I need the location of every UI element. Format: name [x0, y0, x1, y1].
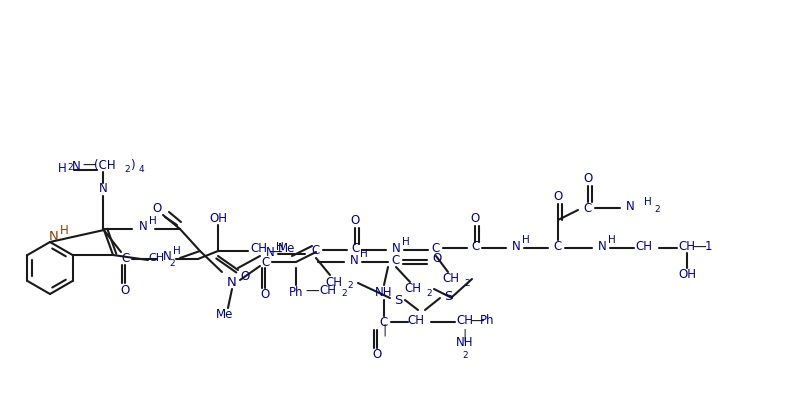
Text: CH: CH: [635, 240, 653, 252]
Text: CH: CH: [443, 273, 460, 285]
Text: O: O: [553, 190, 563, 204]
Text: S: S: [394, 294, 402, 306]
Text: CH: CH: [148, 253, 164, 263]
Text: Me: Me: [278, 242, 296, 256]
Text: —: —: [470, 315, 484, 329]
Text: 2: 2: [347, 282, 353, 290]
Text: C: C: [432, 242, 440, 254]
Text: H: H: [149, 216, 157, 226]
Text: CH: CH: [325, 275, 343, 289]
Text: 2: 2: [341, 290, 347, 299]
Text: H: H: [360, 249, 368, 259]
Text: H: H: [60, 225, 68, 237]
Text: 2: 2: [68, 164, 73, 173]
Text: S: S: [444, 290, 452, 302]
Text: Me: Me: [216, 309, 234, 321]
Text: C: C: [261, 256, 270, 268]
Text: |: |: [382, 323, 386, 337]
Text: CH: CH: [405, 282, 421, 295]
Text: H: H: [644, 197, 652, 207]
Text: (CH: (CH: [94, 159, 116, 173]
Text: 2: 2: [169, 259, 175, 268]
Text: N: N: [350, 254, 359, 266]
Text: CH: CH: [250, 242, 267, 256]
Text: O: O: [584, 173, 592, 185]
Text: C: C: [554, 240, 562, 252]
Text: Ph: Ph: [289, 285, 303, 299]
Text: 2: 2: [654, 206, 660, 214]
Text: N: N: [163, 251, 172, 263]
Text: O: O: [432, 252, 442, 264]
Text: OH: OH: [209, 211, 227, 225]
Text: 2: 2: [462, 351, 467, 361]
Text: H: H: [173, 246, 181, 256]
Text: O: O: [120, 283, 130, 297]
Text: NH: NH: [375, 287, 393, 299]
Text: O: O: [261, 289, 270, 301]
Text: 2: 2: [124, 166, 130, 175]
Text: H: H: [402, 237, 410, 247]
Text: N: N: [72, 159, 80, 173]
Text: C: C: [121, 252, 129, 266]
Text: —: —: [692, 241, 706, 255]
Text: 4: 4: [138, 166, 144, 175]
Text: —: —: [82, 159, 96, 173]
Text: C: C: [351, 242, 359, 254]
Text: N: N: [227, 275, 237, 289]
Text: ): ): [130, 159, 134, 173]
Text: C: C: [312, 244, 320, 256]
Text: O: O: [240, 270, 250, 282]
Text: Ph: Ph: [479, 313, 494, 327]
Text: O: O: [153, 202, 161, 214]
Text: C: C: [392, 254, 400, 266]
Text: 2: 2: [464, 278, 470, 287]
Text: C: C: [471, 240, 479, 252]
Text: C: C: [380, 316, 388, 328]
Text: NH: NH: [456, 337, 474, 349]
Text: H: H: [608, 235, 616, 245]
Text: N: N: [512, 240, 521, 252]
Text: N: N: [266, 247, 274, 259]
Text: N: N: [392, 242, 401, 254]
Text: O: O: [471, 213, 479, 225]
Text: O: O: [351, 214, 359, 228]
Text: H: H: [522, 235, 530, 245]
Text: 1: 1: [704, 240, 712, 252]
Text: CH: CH: [456, 313, 474, 327]
Text: N: N: [626, 199, 634, 213]
Text: N: N: [138, 221, 147, 233]
Text: |: |: [463, 328, 467, 342]
Text: CH: CH: [320, 283, 336, 297]
Text: CH: CH: [408, 313, 425, 327]
Text: C: C: [584, 202, 592, 214]
Text: 2: 2: [426, 289, 432, 297]
Text: N: N: [99, 183, 107, 195]
Text: OH: OH: [678, 268, 696, 282]
Text: H: H: [276, 242, 284, 252]
Text: CH: CH: [678, 240, 696, 252]
Text: —: —: [268, 246, 282, 260]
Text: —: —: [305, 285, 319, 299]
Text: N: N: [49, 230, 59, 244]
Text: H: H: [57, 161, 66, 175]
Text: O: O: [372, 349, 382, 361]
Text: N: N: [598, 240, 607, 252]
